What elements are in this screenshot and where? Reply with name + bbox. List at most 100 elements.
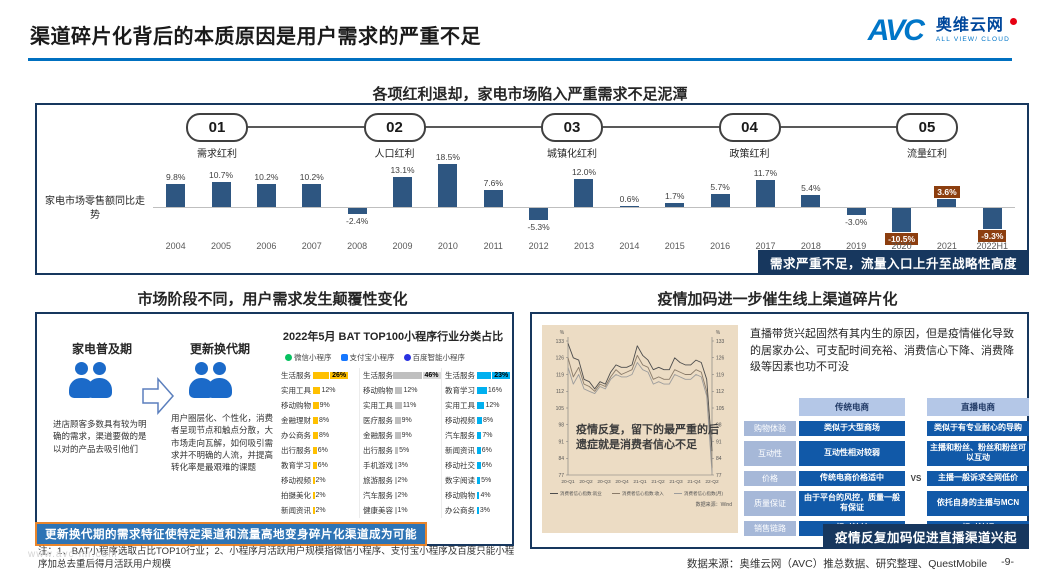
miniapp-bar xyxy=(313,447,317,454)
miniapp-row: 移动购物 12% xyxy=(363,383,438,398)
bar-group: 13.1% 2009 xyxy=(380,161,425,265)
svg-text:98: 98 xyxy=(716,423,722,429)
footnote: 注：1、BAT小程序选取占比TOP10行业；2、小程序月活跃用户规模指微信小程序… xyxy=(38,546,515,570)
svg-text:105: 105 xyxy=(556,406,565,412)
miniapp-category: 旅游服务 xyxy=(363,476,393,485)
right-banner: 疫情反复加码促进直播渠道兴起 xyxy=(822,524,1029,549)
bar-year-label: 2015 xyxy=(664,241,685,251)
miniapp-bar xyxy=(477,447,481,454)
miniapp-category: 生活服务 xyxy=(281,371,311,380)
miniapp-row: 实用工具 11% xyxy=(363,398,438,413)
svg-text:%: % xyxy=(560,330,565,336)
miniapp-category: 办公商务 xyxy=(281,431,311,440)
svg-text:133: 133 xyxy=(556,339,565,345)
svg-text:20-Q3: 20-Q3 xyxy=(597,479,611,485)
bar xyxy=(529,208,549,221)
miniapp-row: 新闻资讯 2% xyxy=(281,503,356,518)
miniapp-percent: 9% xyxy=(401,417,412,424)
miniapp-row: 实用工具 12% xyxy=(281,383,356,398)
miniapp-bar xyxy=(477,387,487,394)
miniapp-bar xyxy=(313,402,319,409)
bar-year-label: 2011 xyxy=(483,241,503,251)
bar-value-label: -5.3% xyxy=(527,222,550,233)
arrow-right-icon xyxy=(141,376,175,421)
bar-year-label: 2008 xyxy=(347,241,368,251)
consumers-icon xyxy=(189,362,232,398)
miniapp-percent: 7% xyxy=(482,432,493,439)
miniapp-category: 金融理财 xyxy=(281,416,311,425)
zero-axis-line xyxy=(153,207,1015,208)
consumers-icon xyxy=(69,362,112,398)
miniapp-row: 手机游戏 3% xyxy=(363,458,438,473)
svg-text:22-Q2: 22-Q2 xyxy=(705,479,719,485)
miniapp-row: 办公商务 8% xyxy=(281,428,356,443)
miniapp-legend-item: 支付宝小程序 xyxy=(340,352,395,363)
avc-logo: AVC 奥维云网 ALL VIEW/ CLOUD xyxy=(868,14,1017,48)
bar-value-label: 13.1% xyxy=(390,164,415,175)
bar xyxy=(937,198,957,207)
bar-group: 0.6% 2014 xyxy=(607,161,652,265)
svg-text:消费者信心指数:收入: 消费者信心指数:收入 xyxy=(622,490,664,497)
bar-year-label: 2007 xyxy=(301,241,322,251)
bar-value-label: 18.5% xyxy=(435,152,460,163)
svg-text:91: 91 xyxy=(716,439,722,445)
svg-text:21-Q1: 21-Q1 xyxy=(633,479,647,485)
phase2-description: 用户圈层化、个性化，消费者呈现节点和触点分散，大市场走向瓦解，如何吸引需求并不明… xyxy=(171,413,274,473)
pandemic-paragraph: 直播带货兴起固然有其内生的原因，但是疫情催化导致的居家办公、可支配时间充裕、消费… xyxy=(750,328,1014,373)
miniapp-chart-title: 2022年5月 BAT TOP100小程序行业分类占比 xyxy=(282,331,504,343)
miniapp-percent: 8% xyxy=(318,432,330,439)
miniapp-category-table: 生活服务 26% 实用工具 12% 移动购物 9% 金融理财 8% 办公商务 8% 出行服务 6% 教育… xyxy=(281,368,520,518)
bar-group: 12.0% 2013 xyxy=(561,161,606,265)
miniapp-legend: 微信小程序 支付宝小程序 百度智能小程序 xyxy=(285,352,465,363)
bar xyxy=(982,208,1002,230)
bar-year-label: 2018 xyxy=(800,241,821,251)
miniapp-row: 移动购物 4% xyxy=(445,488,520,503)
bar-value-label: 5.4% xyxy=(801,182,821,193)
miniapp-row: 汽车服务 7% xyxy=(445,428,520,443)
miniapp-percent: 4% xyxy=(480,492,491,499)
consumer-confidence-line-chart: 77 77 84 84 91 91 98 98 105 105 112 112 119 119 126 126… xyxy=(542,325,738,533)
miniapp-percent: 2% xyxy=(315,492,326,499)
stage-item: 01 需求红利 xyxy=(172,113,262,160)
watermark: www.avc-mr.com xyxy=(28,549,118,560)
table-cell-livestream: 依托自身的主播与MCN xyxy=(927,490,1029,516)
bar-value-label: 10.7% xyxy=(208,170,234,181)
miniapp-row: 实用工具 12% xyxy=(445,398,520,413)
miniapp-percent: 12% xyxy=(403,387,418,394)
miniapp-percent: 11% xyxy=(402,402,417,409)
bar-group: 10.2% 2007 xyxy=(289,161,334,265)
svg-text:112: 112 xyxy=(716,389,724,395)
data-source: 数据来源：奥维云网（AVC）推总数据、研究整理、QuestMobile xyxy=(686,558,988,570)
miniapp-row: 办公商务 3% xyxy=(445,503,520,518)
百度智能小程序-icon xyxy=(403,354,411,361)
stage-number: 02 xyxy=(363,113,426,142)
svg-text:98: 98 xyxy=(558,423,564,429)
phase2-title: 更新换代期 xyxy=(189,342,250,356)
bar xyxy=(846,208,866,215)
stage-label: 人口红利 xyxy=(374,149,415,160)
miniapp-percent: 2% xyxy=(397,492,408,499)
bar-group: 11.7% 2017 xyxy=(743,161,788,265)
bar-year-label: 2014 xyxy=(619,241,640,251)
miniapp-category: 移动购物 xyxy=(363,386,393,395)
bar-group: -3.0% 2019 xyxy=(834,161,879,265)
miniapp-category: 汽车服务 xyxy=(445,431,475,440)
table-row-label: 价格 xyxy=(744,470,796,486)
bar-value-label: -10.5% xyxy=(869,233,934,246)
bar xyxy=(574,179,594,207)
miniapp-percent: 6% xyxy=(317,462,328,469)
miniapp-row: 生活服务 26% xyxy=(281,368,356,383)
table-row-label: 互动性 xyxy=(744,441,796,466)
miniapp-row: 金融理财 8% xyxy=(281,413,356,428)
demand-change-panel: 家电普及期 更新换代期 进店顾客多数具有较为明确的需求，渠道要做的是以对的产品去… xyxy=(35,312,514,546)
svg-text:消费者信心指数(月): 消费者信心指数(月) xyxy=(684,490,723,497)
miniapp-percent: 6% xyxy=(481,462,492,469)
bar-group: 9.8% 2004 xyxy=(153,161,198,265)
miniapp-row: 移动社交 6% xyxy=(445,458,520,473)
bar-year-label: 2010 xyxy=(437,241,458,251)
bar-group: -2.4% 2008 xyxy=(334,161,379,265)
table-row-label: 销售链路 xyxy=(744,520,796,536)
miniapp-category: 移动购物 xyxy=(445,491,475,500)
bar-group: 7.6% 2011 xyxy=(471,161,516,265)
miniapp-bar xyxy=(395,432,401,439)
